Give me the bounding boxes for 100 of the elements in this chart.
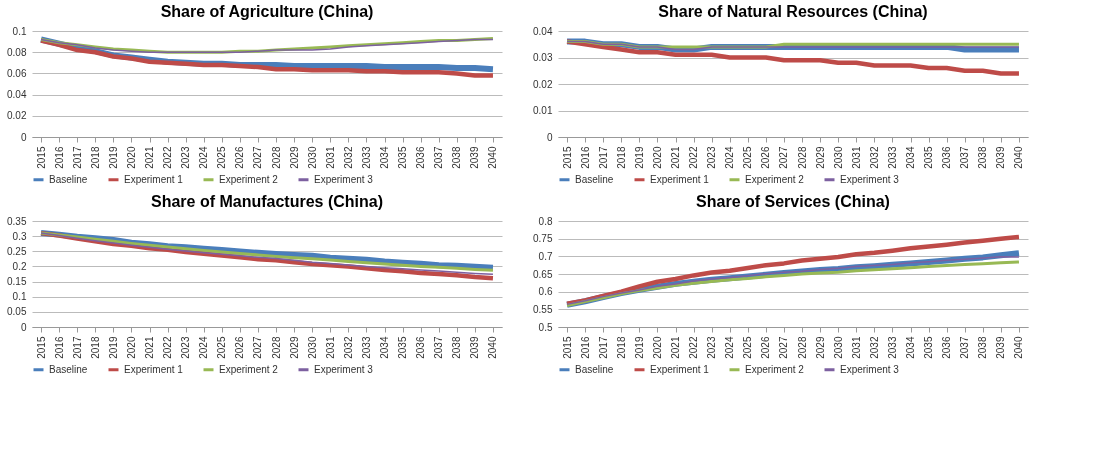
x-tick-label: 2029: [814, 146, 826, 169]
y-tick-label: 0.02: [533, 78, 553, 90]
x-tick-label: 2016: [53, 336, 65, 359]
x-tick-label: 2028: [270, 336, 282, 359]
x-tick-label: 2019: [107, 336, 119, 359]
x-tick-label: 2040: [1013, 146, 1025, 169]
y-tick-label: 0.75: [533, 233, 553, 245]
x-tick-label: 2015: [561, 146, 573, 169]
x-tick-label: 2032: [342, 146, 354, 169]
x-tick-label: 2021: [144, 146, 155, 169]
y-tick-label: 0.04: [7, 89, 27, 101]
y-tick-label: 0.2: [12, 260, 27, 272]
x-tick-label: 2022: [162, 336, 174, 359]
legend-label: Experiment 2: [219, 363, 279, 375]
y-tick-label: 0.05: [7, 306, 27, 318]
x-tick-label: 2039: [995, 336, 1007, 359]
x-tick-label: 2029: [814, 336, 826, 359]
x-tick-label: 2036: [415, 336, 427, 359]
x-tick-label: 2018: [615, 336, 627, 359]
x-tick-label: 2030: [306, 336, 318, 359]
x-tick-label: 2037: [959, 336, 971, 359]
x-tick-label: 2024: [724, 146, 736, 169]
x-tick-label: 2026: [234, 146, 246, 169]
x-tick-label: 2037: [959, 146, 971, 169]
x-tick-label: 2020: [125, 336, 137, 359]
x-tick-label: 2023: [706, 146, 718, 169]
x-tick-label: 2015: [35, 146, 47, 169]
x-tick-label: 2038: [977, 146, 989, 169]
y-tick-label: 0.6: [538, 286, 553, 298]
legend-label: Experiment 3: [314, 363, 374, 375]
y-tick-label: 0.15: [7, 276, 27, 288]
x-tick-label: 2025: [216, 336, 228, 359]
legend-label: Experiment 2: [745, 173, 805, 185]
x-tick-label: 2025: [742, 336, 754, 359]
x-tick-label: 2033: [360, 336, 372, 359]
x-tick-label: 2019: [633, 146, 645, 169]
x-tick-label: 2032: [342, 336, 354, 359]
y-tick-label: 0.03: [533, 52, 553, 63]
legend-label: Experiment 1: [650, 173, 710, 185]
x-tick-label: 2023: [180, 146, 192, 169]
x-tick-label: 2031: [850, 336, 862, 359]
y-tick-label: 0: [20, 131, 27, 143]
x-tick-label: 2023: [180, 336, 192, 359]
y-tick-label: 0.01: [533, 105, 553, 116]
x-tick-label: 2025: [742, 146, 754, 169]
chart-title: Share of Manufactures (China): [150, 193, 384, 210]
x-tick-label: 2017: [597, 146, 609, 169]
x-tick-label: 2022: [688, 336, 700, 359]
x-tick-label: 2034: [905, 336, 916, 359]
y-tick-label: 0.65: [533, 268, 553, 280]
legend-label: Experiment 1: [124, 173, 184, 185]
y-tick-label: 0.1: [12, 291, 27, 303]
x-tick-label: 2040: [487, 146, 499, 169]
x-tick-label: 2035: [923, 146, 935, 169]
x-tick-label: 2034: [379, 336, 390, 359]
x-tick-label: 2040: [1013, 336, 1025, 359]
x-tick-label: 2030: [832, 336, 844, 359]
y-tick-label: 0.04: [533, 25, 553, 37]
x-tick-label: 2017: [597, 336, 609, 359]
x-tick-label: 2020: [125, 146, 137, 169]
x-tick-label: 2026: [760, 336, 772, 359]
x-tick-label: 2033: [360, 146, 372, 169]
legend-label: Experiment 1: [650, 363, 710, 375]
x-tick-label: 2029: [288, 336, 300, 359]
x-tick-label: 2035: [397, 336, 409, 359]
x-tick-label: 2024: [724, 336, 736, 359]
x-tick-label: 2026: [234, 336, 246, 359]
x-tick-label: 2017: [71, 146, 83, 169]
y-tick-label: 0: [20, 321, 27, 333]
x-tick-label: 2028: [796, 146, 808, 169]
legend-label: Experiment 1: [124, 363, 184, 375]
x-tick-label: 2039: [995, 146, 1007, 169]
x-tick-label: 2022: [162, 146, 174, 169]
x-tick-label: 2019: [633, 336, 645, 359]
legend-label: Experiment 3: [840, 363, 900, 375]
y-tick-label: 0.7: [538, 250, 553, 262]
x-tick-label: 2021: [144, 336, 155, 359]
legend-label: Baseline: [575, 173, 614, 185]
y-tick-label: 0.1: [12, 25, 27, 37]
x-tick-label: 2031: [324, 336, 336, 359]
x-tick-label: 2038: [977, 336, 989, 359]
x-tick-label: 2024: [198, 146, 210, 169]
x-tick-label: 2031: [324, 146, 336, 169]
chart-title: Share of Natural Resources (China): [658, 3, 928, 20]
x-tick-label: 2018: [89, 146, 101, 169]
x-tick-label: 2020: [651, 336, 663, 359]
x-tick-label: 2022: [688, 146, 700, 169]
y-tick-label: 0.8: [538, 215, 553, 227]
legend-label: Experiment 2: [219, 173, 279, 185]
x-tick-label: 2015: [561, 336, 573, 359]
x-tick-label: 2018: [615, 146, 627, 169]
x-tick-label: 2038: [451, 146, 463, 169]
x-tick-label: 2031: [850, 146, 862, 169]
legend-label: Experiment 2: [745, 363, 805, 375]
x-tick-label: 2021: [670, 336, 681, 359]
y-tick-label: 0.08: [7, 46, 27, 58]
y-tick-label: 0.02: [7, 110, 27, 122]
chart-title: Share of Services (China): [696, 193, 890, 210]
x-tick-label: 2016: [579, 146, 591, 169]
x-tick-label: 2023: [706, 336, 718, 359]
